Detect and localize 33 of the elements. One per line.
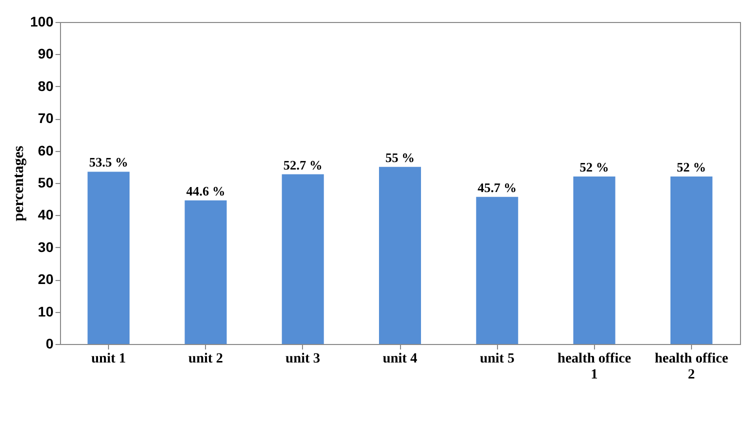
y-tick-label: 10: [38, 303, 54, 320]
y-tick-label: 50: [38, 174, 54, 190]
data-label: 44.6 %: [186, 183, 226, 198]
bar: [184, 200, 227, 344]
bar: [379, 166, 421, 344]
bar: [476, 196, 518, 344]
y-tick-label: 30: [38, 238, 54, 255]
data-label: 53.5 %: [89, 154, 128, 170]
data-label: 52 %: [676, 160, 706, 175]
y-tick-label: 100: [30, 14, 54, 30]
x-tick-label: unit 4: [382, 352, 418, 366]
x-tick-label: unit 2: [188, 352, 224, 366]
x-tick-label: health office 2: [654, 352, 728, 382]
x-tick-label: health office 1: [558, 352, 632, 382]
x-tick-label: unit 5: [480, 352, 514, 366]
bar: [282, 174, 324, 344]
y-tick-label: 0: [46, 336, 54, 352]
y-tick-label: 90: [38, 46, 54, 62]
x-tick-label: unit 1: [91, 352, 126, 366]
y-tick-label: 40: [38, 206, 54, 223]
y-tick-label: 70: [38, 110, 54, 126]
y-tick-label: 60: [38, 142, 54, 158]
y-tick-label: 80: [38, 78, 54, 94]
data-label: 52.7 %: [283, 157, 322, 172]
data-label: 45.7 %: [478, 180, 517, 195]
bar: [670, 176, 712, 344]
x-tick-label: unit 3: [286, 352, 320, 366]
data-label: 55 %: [385, 150, 415, 165]
data-label: 52 %: [580, 160, 609, 175]
y-tick-label: 20: [38, 271, 54, 288]
bar: [573, 176, 616, 344]
y-axis-title: percentages: [11, 146, 28, 222]
bar: [88, 172, 130, 344]
